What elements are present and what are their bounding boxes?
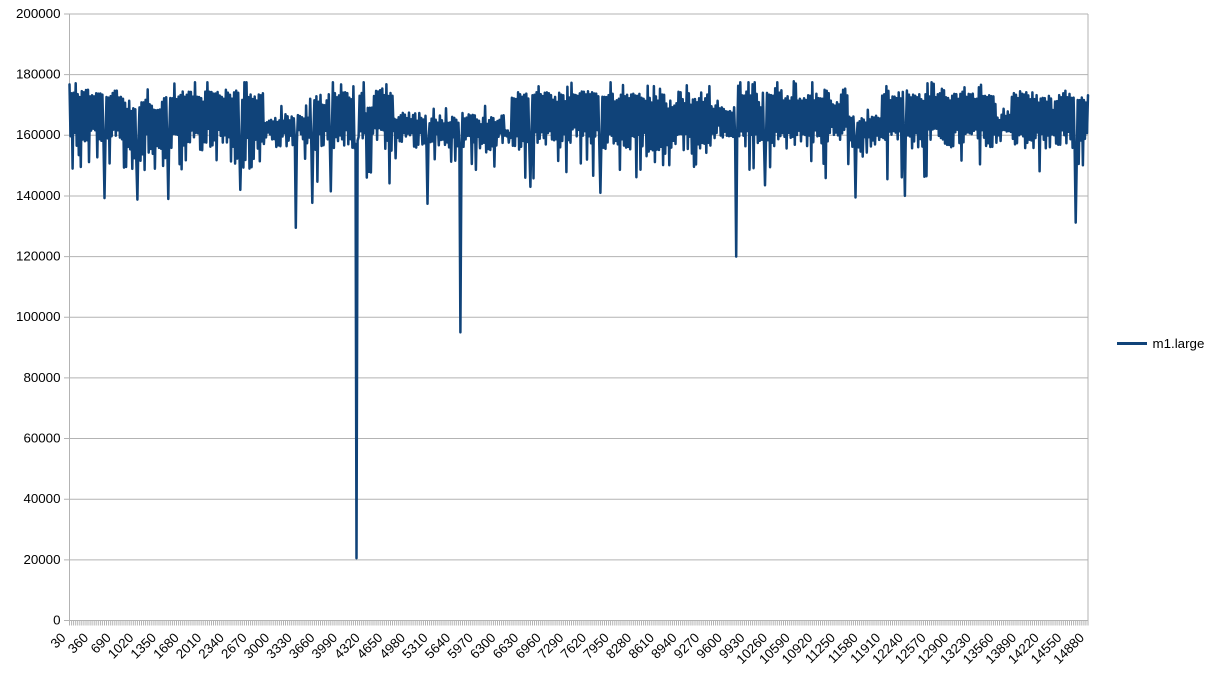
svg-text:m1.large: m1.large bbox=[1153, 336, 1205, 351]
svg-text:60000: 60000 bbox=[23, 430, 60, 445]
svg-text:40000: 40000 bbox=[23, 491, 60, 506]
svg-text:140000: 140000 bbox=[16, 188, 60, 203]
svg-text:0: 0 bbox=[53, 612, 60, 627]
svg-text:120000: 120000 bbox=[16, 249, 60, 264]
svg-text:200000: 200000 bbox=[16, 6, 60, 21]
svg-text:20000: 20000 bbox=[23, 552, 60, 567]
svg-text:160000: 160000 bbox=[16, 127, 60, 142]
svg-text:80000: 80000 bbox=[23, 370, 60, 385]
svg-text:100000: 100000 bbox=[16, 309, 60, 324]
svg-text:180000: 180000 bbox=[16, 67, 60, 82]
